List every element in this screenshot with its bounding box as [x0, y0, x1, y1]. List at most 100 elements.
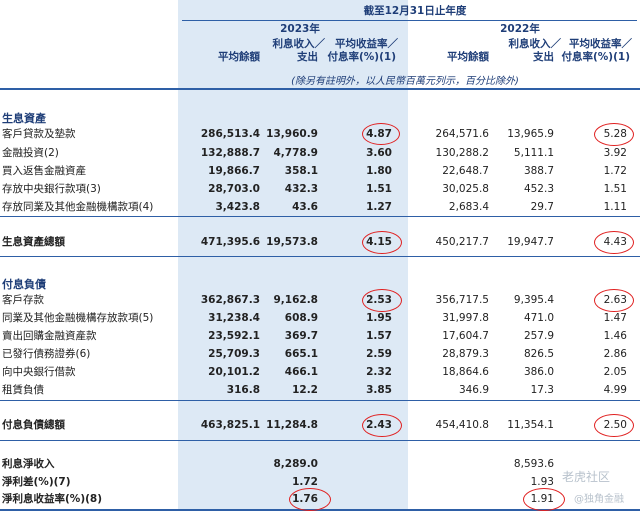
table-row: 金融投資(2) 132,888.7 4,778.9 3.60 130,288.2…	[0, 146, 640, 161]
cell-interest-2023: 8,289.0	[273, 458, 318, 470]
cell-interest-2022: 826.5	[523, 348, 554, 360]
table-row: 買入返售金融資產 19,866.7 358.1 1.80 22,648.7 38…	[0, 164, 640, 179]
cell-rate-2023: 2.59	[366, 348, 392, 360]
cell-interest-2023: 665.1	[284, 348, 318, 360]
cell-avg-2023: 463,825.1	[200, 419, 260, 431]
table-row: 客戶貸款及墊款 286,513.4 13,960.9 4.87 264,571.…	[0, 127, 640, 142]
cell-rate-2023: 3.60	[366, 147, 392, 159]
interest-header-2022-line2: 支出	[533, 51, 554, 63]
table-row: 存放中央銀行款項(3) 28,703.0 432.3 1.51 30,025.8…	[0, 182, 640, 197]
interest-header-2022-line1: 利息收入／	[508, 38, 562, 50]
cell-avg-2023: 20,101.2	[208, 366, 260, 378]
row-label: 生息資產總額	[2, 236, 65, 248]
cell-avg-2022: 17,604.7	[442, 330, 489, 342]
row-label: 賣出回購金融資產款	[2, 330, 97, 342]
table-row-summary: 淨利差(%)(7) 1.72 1.93	[0, 475, 640, 490]
cell-interest-2022: 257.9	[523, 330, 554, 342]
row-label: 已發行債務證券(6)	[2, 348, 91, 360]
cell-avg-2022: 264,571.6	[435, 128, 489, 140]
highlight-circle	[362, 414, 402, 437]
cell-interest-2023: 432.3	[284, 183, 318, 195]
cell-interest-2022: 17.3	[530, 384, 554, 396]
cell-rate-2022: 1.51	[603, 183, 627, 195]
cell-avg-2022: 346.9	[458, 384, 489, 396]
cell-interest-2023: 1.72	[292, 476, 318, 488]
cell-rate-2022: 1.46	[603, 330, 627, 342]
cell-interest-2022: 471.0	[523, 312, 554, 324]
cell-interest-2022: 11,354.1	[507, 419, 554, 431]
table-row-total: 生息資產總額 471,395.6 19,573.8 4.15 450,217.7…	[0, 235, 640, 250]
row-label: 租賃負債	[2, 384, 44, 396]
cell-avg-2022: 18,864.6	[442, 366, 489, 378]
highlight-circle	[362, 289, 402, 312]
units-note: (除另有註明外，以人民幣百萬元列示，百分比除外)	[291, 76, 519, 87]
cell-rate-2022: 1.72	[603, 165, 627, 177]
cell-avg-2023: 3,423.8	[215, 201, 260, 213]
cell-rate-2023: 3.85	[366, 384, 392, 396]
cell-interest-2022: 386.0	[523, 366, 554, 378]
avg-balance-header-2023: 平均餘額	[218, 51, 260, 63]
avg-balance-header-2022: 平均餘額	[447, 51, 489, 63]
row-label: 淨利息收益率(%)(8)	[2, 493, 103, 505]
table-row-summary: 利息淨收入 8,289.0 8,593.6	[0, 457, 640, 472]
cell-avg-2023: 132,888.7	[200, 147, 260, 159]
rate-header-2022-line2: 付息率(%)(1)	[561, 51, 630, 63]
section-interest-earning-assets: 生息資產	[2, 112, 46, 125]
cell-avg-2022: 356,717.5	[435, 294, 489, 306]
cell-rate-2022: 4.99	[603, 384, 627, 396]
highlight-circle	[362, 231, 402, 254]
cell-interest-2022: 19,947.7	[507, 236, 554, 248]
cell-interest-2023: 358.1	[284, 165, 318, 177]
cell-avg-2023: 28,703.0	[208, 183, 260, 195]
cell-interest-2022: 29.7	[530, 201, 554, 213]
highlight-circle	[289, 488, 331, 511]
cell-avg-2022: 28,879.3	[442, 348, 489, 360]
cell-rate-2023: 1.80	[366, 165, 392, 177]
cell-interest-2023: 9,162.8	[273, 294, 318, 306]
cell-rate-2023: 1.51	[366, 183, 392, 195]
cell-interest-2022: 5,111.1	[513, 147, 554, 159]
cell-avg-2022: 22,648.7	[442, 165, 489, 177]
watermark-text: @独角金融	[574, 494, 624, 505]
cell-avg-2022: 2,683.4	[448, 201, 489, 213]
cell-interest-2023: 12.2	[292, 384, 318, 396]
cell-interest-2022: 9,395.4	[513, 294, 554, 306]
cell-interest-2023: 608.9	[284, 312, 318, 324]
cell-rate-2023: 1.95	[366, 312, 392, 324]
table-row-total: 付息負債總額 463,825.1 11,284.8 2.43 454,410.8…	[0, 418, 640, 433]
cell-avg-2022: 130,288.2	[435, 147, 489, 159]
rate-header-2023-line2: 付息率(%)(1)	[327, 51, 396, 63]
cell-avg-2022: 450,217.7	[435, 236, 489, 248]
interest-header-2023-line2: 支出	[297, 51, 318, 63]
section-interest-bearing-liabilities: 付息負債	[2, 278, 46, 291]
row-label: 付息負債總額	[2, 419, 65, 431]
highlight-circle	[594, 414, 634, 437]
cell-interest-2023: 43.6	[292, 201, 318, 213]
cell-avg-2022: 31,997.8	[442, 312, 489, 324]
cell-avg-2023: 286,513.4	[200, 128, 260, 140]
bottom-rule	[0, 509, 640, 511]
cell-avg-2023: 362,867.3	[200, 294, 260, 306]
cell-avg-2023: 19,866.7	[208, 165, 260, 177]
table-row: 客戶存款 362,867.3 9,162.8 2.53 356,717.5 9,…	[0, 293, 640, 308]
highlight-circle	[362, 123, 400, 145]
row-label: 存放中央銀行款項(3)	[2, 183, 101, 195]
table-row: 已發行債務證券(6) 25,709.3 665.1 2.59 28,879.3 …	[0, 347, 640, 362]
cell-rate-2022: 1.11	[603, 201, 627, 213]
highlight-circle	[523, 488, 565, 511]
total-rule	[0, 256, 640, 257]
row-label: 存放同業及其他金融機構款項(4)	[2, 201, 154, 213]
row-label: 金融投資(2)	[2, 147, 59, 159]
highlight-circle	[594, 289, 634, 312]
year-2023-header: 2023年	[280, 23, 320, 35]
row-label: 買入返售金融資產	[2, 165, 86, 177]
cell-interest-2023: 466.1	[284, 366, 318, 378]
cell-interest-2023: 4,778.9	[273, 147, 318, 159]
cell-interest-2023: 11,284.8	[266, 419, 318, 431]
year-2022-header: 2022年	[500, 23, 540, 35]
cell-avg-2022: 30,025.8	[442, 183, 489, 195]
row-label: 利息淨收入	[2, 458, 55, 470]
cell-avg-2023: 471,395.6	[200, 236, 260, 248]
cell-interest-2022: 13,965.9	[507, 128, 554, 140]
cell-avg-2023: 31,238.4	[208, 312, 260, 324]
